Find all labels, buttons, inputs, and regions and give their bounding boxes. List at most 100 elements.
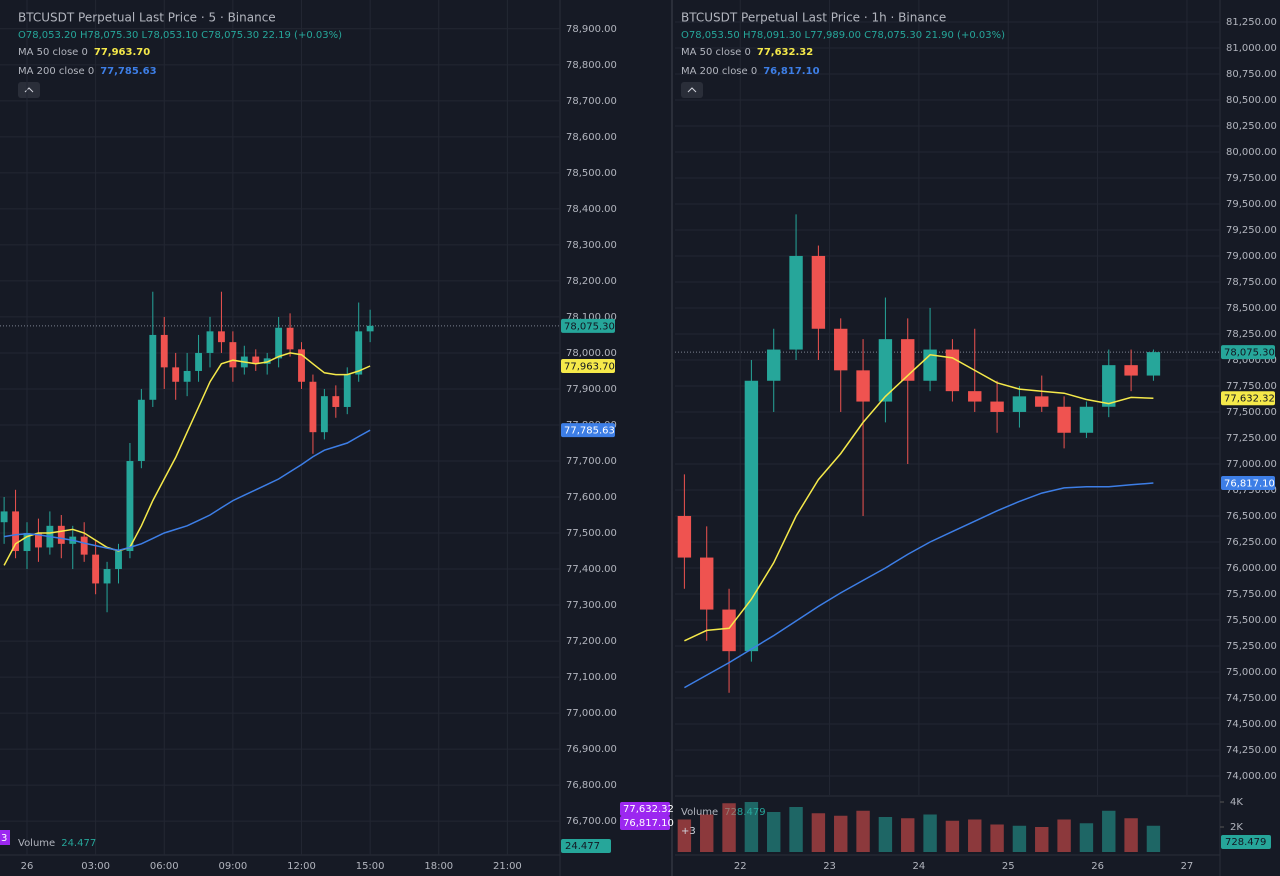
volume-bar: [767, 812, 781, 852]
collapse-button[interactable]: [681, 82, 703, 98]
y-tick-label: 80,250.00: [1226, 121, 1277, 132]
y-tick-label: 79,750.00: [1226, 173, 1277, 184]
indicator-value: 77,785.63: [100, 66, 156, 77]
price-tag-label: 78,075.30: [564, 321, 615, 332]
y-tick-label: 75,500.00: [1226, 615, 1277, 626]
collapse-button[interactable]: [18, 82, 40, 98]
volume-bar: [722, 803, 736, 852]
y-tick-label: 78,100.00: [566, 312, 617, 323]
ma-line: [3, 352, 371, 566]
volume-bar: [834, 815, 848, 852]
indicator-name: MA 200 close 0: [681, 66, 757, 77]
volume-tick-label: 2K: [1230, 822, 1243, 833]
candle-body: [722, 609, 736, 652]
y-tick-label: 78,600.00: [566, 132, 617, 143]
y-tick-label: 77,500.00: [566, 528, 617, 539]
volume-bar: [990, 824, 1004, 852]
y-tick-label: 78,250.00: [1226, 329, 1277, 340]
y-tick-label: 76,800.00: [566, 780, 617, 791]
x-tick-label: 24: [913, 861, 926, 872]
indicator-value: 77,963.70: [94, 47, 150, 58]
x-tick-label: 26: [21, 861, 34, 872]
y-tick-label: 77,250.00: [1226, 433, 1277, 444]
price-tag: [1221, 391, 1275, 406]
y-tick-label: 74,000.00: [1226, 771, 1277, 782]
candle-body: [1146, 352, 1161, 376]
y-tick-label: 81,000.00: [1226, 43, 1277, 54]
volume-value: 24.477: [61, 838, 96, 849]
y-tick-label: 77,200.00: [566, 636, 617, 647]
candle-body: [126, 460, 134, 552]
candle-body: [700, 557, 714, 610]
indicator-name: MA 50 close 0: [681, 47, 751, 58]
candle-body: [767, 349, 781, 381]
candle-body: [320, 396, 328, 433]
y-tick-label: 78,000.00: [566, 348, 617, 359]
y-tick-label: 77,600.00: [566, 492, 617, 503]
volume-bar: [945, 820, 960, 852]
candle-body: [35, 533, 42, 548]
y-tick-label: 75,750.00: [1226, 589, 1277, 600]
candle-body: [103, 569, 111, 584]
y-tick-label: 75,250.00: [1226, 641, 1277, 652]
price-tag: [561, 423, 615, 438]
candle-body: [1035, 396, 1049, 407]
x-tick-label: 15:00: [356, 861, 385, 872]
volume-label: Volume: [18, 838, 55, 849]
volume-bar: [1146, 825, 1161, 852]
candle-body: [206, 331, 214, 353]
y-tick-label: 79,000.00: [1226, 251, 1277, 262]
candle-body: [332, 396, 340, 407]
x-tick-label: 26: [1091, 861, 1104, 872]
volume-bar: [1102, 810, 1116, 852]
price-tag-label: 78,075.30: [1224, 348, 1275, 359]
candle-body: [945, 349, 960, 392]
y-tick-label: 79,250.00: [1226, 225, 1277, 236]
badge: [0, 830, 10, 845]
price-tag-label: 76,817.10: [1224, 478, 1275, 489]
volume-tag: [1221, 835, 1271, 849]
x-tick-label: 06:00: [150, 861, 179, 872]
candle-body: [275, 327, 283, 359]
price-tag: [561, 359, 615, 374]
y-tick-label: 76,900.00: [566, 744, 617, 755]
candle-body: [1079, 406, 1094, 433]
price-tag: [561, 318, 615, 333]
indicator-name: MA 50 close 0: [18, 47, 88, 58]
overlay-tag-label: 76,817.10: [623, 818, 674, 829]
x-tick-label: 21:00: [493, 861, 522, 872]
y-tick-label: 77,750.00: [1226, 381, 1277, 392]
volume-bar: [968, 819, 982, 852]
candle-body: [12, 511, 19, 552]
x-tick-label: 18:00: [424, 861, 453, 872]
x-tick-label: 25: [1002, 861, 1015, 872]
volume-bar: [856, 810, 870, 852]
candle-body: [263, 358, 271, 364]
candle-body: [115, 551, 122, 570]
candle-body: [252, 356, 260, 364]
badge-label: 3: [1, 833, 7, 844]
candle-body: [23, 533, 31, 552]
candle-body: [57, 525, 65, 544]
candle-body: [218, 331, 225, 343]
indicator-value: 77,632.32: [757, 47, 813, 58]
volume-bar: [1079, 823, 1094, 852]
y-tick-label: 78,400.00: [566, 204, 617, 215]
x-tick-label: 27: [1181, 861, 1194, 872]
y-tick-label: 80,500.00: [1226, 95, 1277, 106]
ohlc-text: O78,053.20 H78,075.30 L78,053.10 C78,075…: [18, 30, 342, 41]
y-tick-label: 78,900.00: [566, 24, 617, 35]
indicator-value: 76,817.10: [763, 66, 819, 77]
volume-tick-label: 4K: [1230, 797, 1243, 808]
x-tick-label: 03:00: [81, 861, 110, 872]
candle-body: [149, 334, 157, 400]
y-tick-label: 78,200.00: [566, 276, 617, 287]
volume-tag-label: 24.477: [565, 841, 600, 852]
y-tick-label: 76,500.00: [1226, 511, 1277, 522]
candle-body: [229, 342, 237, 368]
candle-body: [744, 380, 759, 652]
volume-bar: [677, 819, 692, 852]
y-tick-label: 76,700.00: [566, 816, 617, 827]
y-tick-label: 80,750.00: [1226, 69, 1277, 80]
